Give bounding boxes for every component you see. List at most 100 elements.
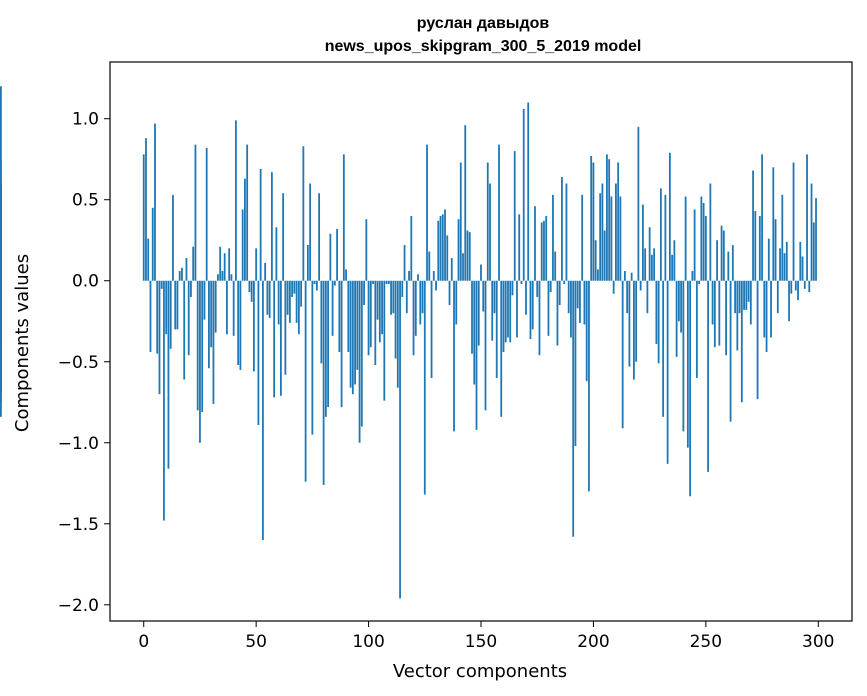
bar (606, 154, 608, 281)
bar (754, 211, 757, 281)
bar (403, 245, 406, 281)
bar (399, 280, 401, 599)
bar (666, 280, 669, 464)
bar (765, 280, 768, 353)
bar (185, 258, 188, 281)
bar (808, 280, 811, 293)
bar (522, 108, 525, 281)
bar (471, 280, 473, 354)
bar (725, 280, 727, 356)
bar (682, 280, 685, 432)
bar (671, 254, 674, 281)
bar (693, 209, 696, 281)
bar (439, 215, 442, 281)
bar (518, 214, 521, 281)
bar (145, 138, 147, 281)
bar (235, 120, 237, 281)
bar (668, 152, 671, 281)
bar (792, 162, 795, 281)
bar (716, 240, 718, 281)
bar (525, 280, 527, 315)
bar (615, 183, 617, 281)
bar (329, 233, 332, 281)
bar (776, 280, 779, 314)
bar (309, 183, 312, 281)
bar (295, 280, 298, 323)
bar (367, 280, 370, 356)
bar (277, 280, 280, 325)
bar (673, 240, 676, 281)
bar (453, 280, 455, 432)
bar (624, 271, 626, 281)
x-tick-label: 50 (245, 632, 267, 652)
bar (576, 280, 579, 309)
bar (466, 230, 469, 281)
bar (749, 280, 752, 325)
bar (210, 280, 213, 348)
bar (264, 262, 267, 281)
bar (774, 219, 777, 281)
bar (547, 280, 550, 336)
bar (462, 253, 464, 281)
x-tick-label: 100 (352, 632, 384, 652)
bar (628, 280, 631, 367)
bar (293, 280, 296, 294)
x-tick-label: 0 (138, 632, 149, 652)
bar (590, 155, 593, 281)
bar (349, 280, 352, 388)
x-axis-label: Vector components (393, 661, 567, 682)
bar (381, 280, 383, 335)
bar (183, 280, 186, 380)
bar (549, 280, 552, 293)
bar (169, 280, 172, 349)
y-tick-label: −2.0 (58, 596, 99, 616)
bar (803, 280, 806, 289)
bar (495, 280, 498, 378)
bar (543, 220, 545, 281)
bars-group (0, 86, 817, 599)
bar (302, 146, 305, 281)
bar (288, 280, 291, 323)
bar (446, 235, 449, 281)
bar (405, 280, 408, 314)
bar (561, 177, 563, 281)
bar (320, 280, 323, 364)
bar (599, 193, 602, 281)
bar (147, 238, 150, 281)
bar (385, 280, 388, 284)
bar (758, 215, 761, 281)
bar (756, 280, 759, 400)
bar (338, 280, 341, 353)
bar (176, 280, 179, 330)
bar (689, 280, 692, 497)
bar (448, 280, 451, 306)
bar (500, 280, 503, 417)
bar (455, 280, 458, 325)
bar (408, 271, 410, 281)
bar (601, 183, 604, 281)
bar (513, 151, 516, 281)
bar (257, 280, 260, 425)
bar (603, 230, 606, 281)
bar (799, 241, 802, 281)
bar (354, 280, 356, 385)
bar (810, 183, 813, 281)
bar (396, 280, 399, 388)
bar (720, 225, 723, 281)
bar (347, 280, 350, 353)
bar (597, 269, 599, 281)
bar (770, 280, 772, 338)
y-axis: 1.0 0.5 0.0 −0.5 −1.0 −1.5 −2.0 (58, 110, 110, 616)
bar (704, 215, 707, 281)
bar (594, 240, 597, 281)
bar (190, 280, 192, 297)
bar (410, 215, 413, 281)
bar (581, 194, 584, 281)
bar (718, 280, 721, 346)
bar (457, 219, 460, 281)
bar (351, 280, 354, 395)
bar (686, 280, 689, 448)
bar (767, 238, 770, 281)
